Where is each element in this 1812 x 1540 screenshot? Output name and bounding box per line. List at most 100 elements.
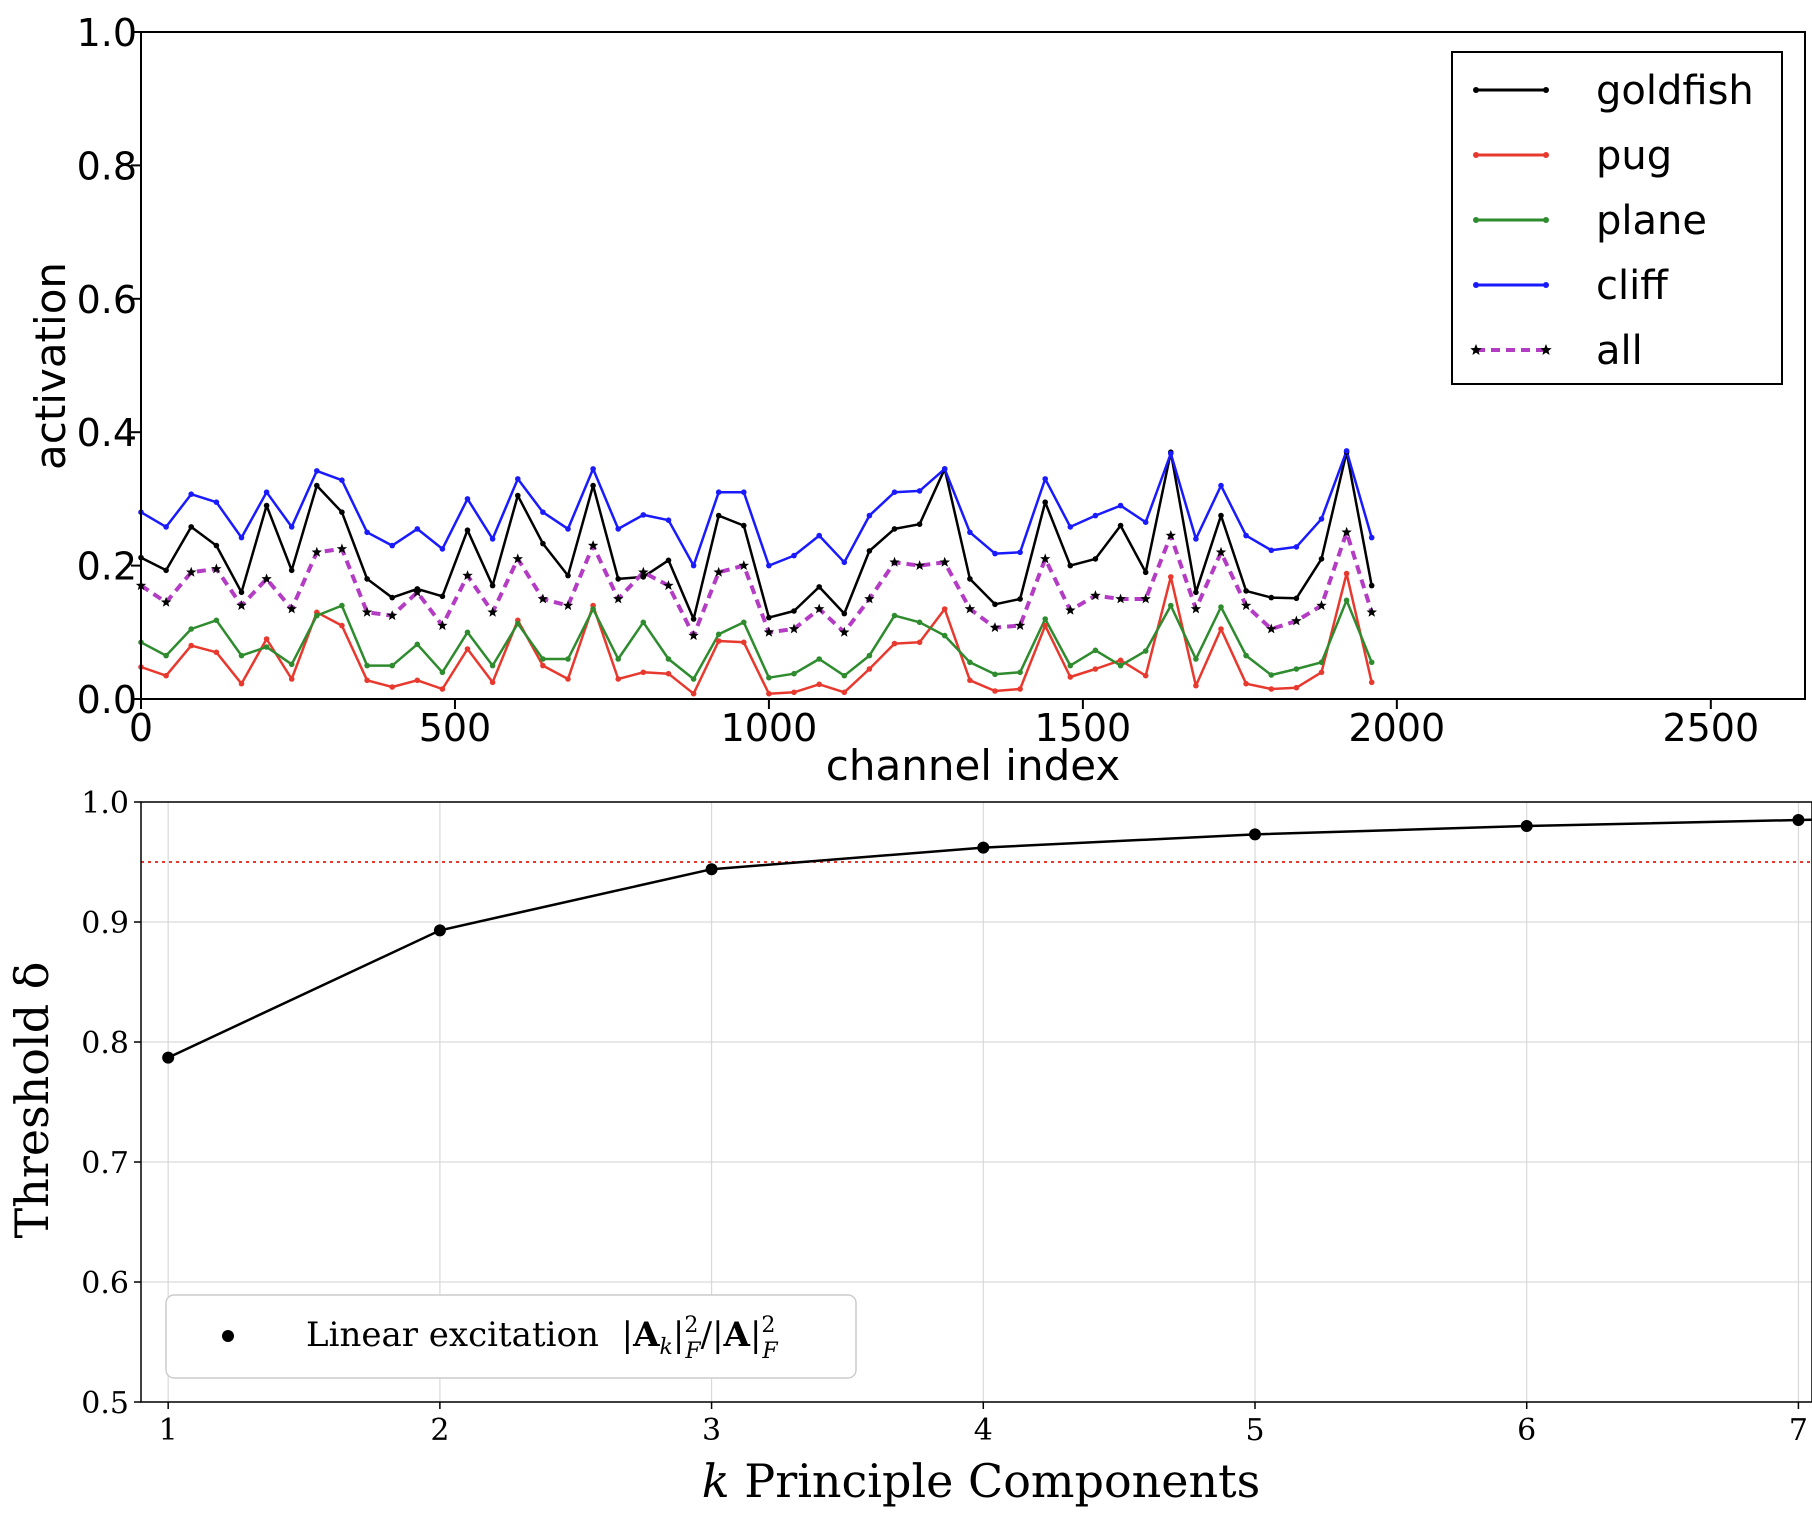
series-marker-cliff <box>1293 544 1300 550</box>
bottom-legend: Linear excitation |Ak|2 F/|A|2 F <box>165 1294 857 1379</box>
series-marker-pug <box>766 690 772 697</box>
series-marker-plane <box>1067 662 1074 669</box>
series-marker-all <box>813 603 825 614</box>
series-marker-all <box>537 593 549 604</box>
series-marker-plane <box>665 656 672 662</box>
legend-bar-4: | <box>750 1315 761 1355</box>
series-marker-pug <box>891 640 898 647</box>
series-marker-plane <box>565 656 571 662</box>
series-marker-goldfish <box>967 576 973 582</box>
series-marker-plane <box>816 656 822 662</box>
series-marker-all <box>1190 603 1202 614</box>
series-marker-cliff <box>841 559 848 566</box>
series-marker-plane <box>414 641 421 648</box>
series-marker-all <box>336 543 348 554</box>
bottom-x-tick-label: 4 <box>974 1413 993 1448</box>
legend-marker-plane-end <box>1543 217 1549 223</box>
series-marker-goldfish <box>1042 499 1048 506</box>
series-marker-pug <box>1142 672 1149 679</box>
legend-sub-f1: F <box>684 1339 701 1364</box>
top-x-tick-label: 1000 <box>721 706 818 750</box>
series-marker-plane <box>188 626 194 632</box>
series-line-plane <box>140 599 1373 681</box>
legend-label-plane: plane <box>1596 198 1707 244</box>
series-marker-goldfish <box>816 584 822 590</box>
legend-label-all: all <box>1596 328 1643 374</box>
top-y-tick-label: 0.6 <box>77 278 137 322</box>
series-marker-cliff <box>992 550 998 557</box>
legend-sub-f2: F <box>761 1339 778 1364</box>
series-marker-cliff <box>414 526 421 532</box>
series-marker-pug <box>540 662 546 669</box>
series-marker-all <box>763 626 775 637</box>
series-marker-goldfish <box>1368 582 1375 589</box>
activation-chart: 0 500 1000 1500 2000 2500 0.0 0.2 0.4 0.6 0.8 1.0 c… <box>26 11 1806 790</box>
bottom-legend-marker <box>222 1330 234 1342</box>
series-marker-goldfish <box>1193 589 1199 596</box>
series-marker-pug <box>615 676 621 682</box>
series-marker-goldfish <box>665 557 672 564</box>
series-line-all <box>139 530 1374 638</box>
top-y-tick-label: 0.0 <box>77 678 137 722</box>
bottom-data-point <box>433 924 446 937</box>
top-series-lines <box>139 449 1374 695</box>
bottom-x-tick-label: 2 <box>430 1413 449 1448</box>
series-marker-all <box>437 620 448 631</box>
series-marker-all <box>989 622 1001 633</box>
series-marker-cliff <box>1368 534 1375 541</box>
series-marker-cliff <box>364 529 370 536</box>
top-axis-ticks: 0 500 1000 1500 2000 2500 0.0 0.2 0.4 0.6 0.8 1.0 <box>77 11 1760 750</box>
series-marker-goldfish <box>1117 522 1124 529</box>
series-marker-plane <box>1017 669 1023 676</box>
legend-sup-2b: 2 <box>761 1313 775 1338</box>
top-y-tick-label: 0.8 <box>77 144 137 188</box>
series-marker-cliff <box>1218 482 1224 489</box>
legend-star-all <box>1470 344 1482 355</box>
series-marker-cliff <box>464 496 471 502</box>
legend-marker-goldfish <box>1473 87 1479 93</box>
series-marker-plane <box>640 619 647 626</box>
top-x-tick-label: 0 <box>129 706 153 750</box>
series-marker-plane <box>690 676 697 682</box>
series-marker-all <box>1165 530 1176 540</box>
series-marker-cliff <box>515 476 521 482</box>
series-marker-cliff <box>967 529 973 536</box>
series-marker-goldfish <box>389 594 396 601</box>
top-legend: goldfish pug plane cliff <box>1451 51 1783 385</box>
series-marker-goldfish <box>590 482 596 489</box>
series-marker-cliff <box>188 491 194 498</box>
bottom-x-tick-label: 6 <box>1517 1413 1536 1448</box>
legend-entry-plane: plane <box>1473 198 1707 244</box>
series-marker-cliff <box>1092 512 1099 519</box>
top-x-tick-label: 500 <box>419 706 492 750</box>
series-marker-cliff <box>540 509 546 515</box>
series-marker-all <box>1366 606 1377 617</box>
series-line-pug <box>140 572 1373 695</box>
series-marker-cliff <box>439 546 446 552</box>
series-marker-goldfish <box>1092 556 1099 562</box>
series-marker-all <box>864 593 875 604</box>
series-marker-goldfish <box>690 616 697 622</box>
series-marker-cliff <box>389 542 396 549</box>
series-marker-plane <box>891 612 898 619</box>
series-marker-goldfish <box>992 601 998 608</box>
series-line-cliff <box>140 449 1373 567</box>
threshold-chart: 1 2 3 4 5 6 7 0.5 0.6 0.7 0.8 0.9 1.0 k Principle Co… <box>5 786 1812 1508</box>
bottom-y-tick-label: 0.5 <box>81 1386 129 1421</box>
bottom-data-point <box>162 1051 175 1064</box>
bottom-x-tick-label: 5 <box>1245 1413 1264 1448</box>
legend-sub-k: k <box>660 1335 673 1360</box>
series-marker-all <box>186 566 197 577</box>
legend-entry-all: all <box>1470 328 1643 374</box>
series-marker-goldfish <box>916 521 923 527</box>
series-marker-all <box>914 560 925 570</box>
series-marker-plane <box>238 652 245 659</box>
series-marker-all <box>587 540 599 550</box>
series-marker-pug <box>841 689 848 696</box>
bottom-axis-ticks: 1 2 3 4 5 6 7 0.5 0.6 0.7 0.8 0.9 1.0 <box>81 786 1808 1448</box>
series-marker-pug <box>414 677 421 684</box>
series-marker-pug <box>916 639 923 646</box>
series-marker-plane <box>1117 662 1124 669</box>
series-marker-plane <box>540 656 546 662</box>
series-marker-all <box>1140 593 1151 604</box>
